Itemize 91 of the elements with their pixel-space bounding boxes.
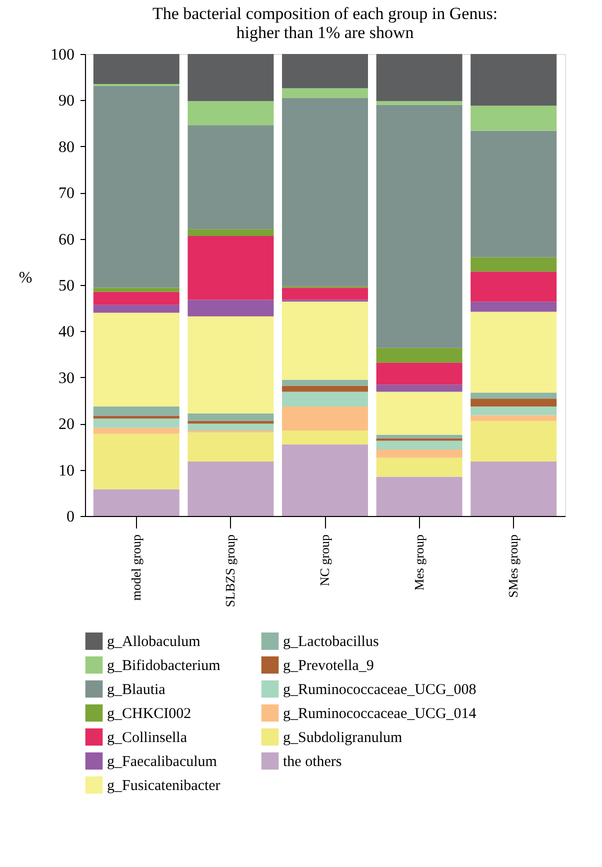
bar [470, 420, 557, 462]
bar [93, 434, 180, 490]
bar [470, 302, 557, 312]
y-tick-label: 60 [58, 231, 74, 248]
bar [470, 130, 557, 258]
bar [282, 392, 368, 407]
bar [376, 476, 462, 516]
bar [93, 428, 180, 434]
x-tick-label: Mes group [411, 534, 426, 590]
bar [188, 101, 274, 126]
bar [93, 416, 180, 419]
x-tick-label: SLBZS group [222, 534, 238, 608]
legend-label: g_Blautia [107, 682, 166, 698]
legend-label: g_Prevotella_9 [283, 658, 374, 674]
bar [470, 415, 557, 421]
bar [376, 449, 462, 458]
bar [93, 418, 180, 428]
bar [93, 489, 180, 516]
bar [93, 406, 180, 416]
y-tick-label: 80 [58, 138, 74, 156]
y-tick-label: 50 [58, 278, 74, 294]
bar [93, 54, 180, 84]
bar [188, 424, 274, 431]
bar [282, 54, 368, 88]
bar [188, 461, 274, 516]
bar [376, 104, 462, 348]
y-tick-label: 100 [50, 46, 74, 64]
bar [282, 386, 368, 392]
bar [188, 236, 274, 300]
bar [282, 406, 368, 431]
y-tick-label: 70 [58, 185, 74, 202]
bar [282, 430, 368, 444]
bar [470, 257, 557, 272]
x-tick-label: model group [128, 534, 144, 601]
bar [376, 440, 462, 450]
bar [188, 229, 274, 236]
bar [282, 380, 368, 386]
legend-label: g_CHKCI002 [107, 706, 192, 722]
bar [282, 88, 368, 98]
bar [282, 98, 368, 286]
bar [470, 54, 557, 106]
x-tick-label: NC group [317, 534, 332, 586]
legend-label: g_Ruminococcaceae_UCG_008 [283, 682, 476, 698]
bar [93, 288, 180, 292]
y-tick-label: 0 [66, 508, 74, 526]
bar [470, 272, 557, 302]
legend-label: g_Lactobacillus [283, 634, 379, 650]
bar [93, 292, 180, 305]
bar [376, 434, 462, 438]
bar [188, 316, 274, 414]
bar [376, 101, 462, 105]
bar [93, 86, 180, 288]
bar [376, 458, 462, 477]
bar [470, 106, 557, 131]
bar [93, 304, 180, 313]
bar [188, 125, 274, 230]
bar [376, 362, 462, 385]
legend-label: g_Fusicatenibacter [107, 778, 220, 794]
legend-label: g_Bifidobacterium [107, 658, 221, 674]
bar [188, 300, 274, 316]
bar [188, 432, 274, 462]
bar [282, 444, 368, 516]
bar [93, 312, 180, 407]
bar [188, 54, 274, 102]
bar [376, 384, 462, 392]
bar [470, 312, 557, 393]
bar [470, 406, 557, 416]
legend-label: g_Ruminococcaceae_UCG_014 [283, 706, 477, 722]
bar [282, 302, 368, 380]
y-axis-title: % [18, 270, 32, 286]
bar [376, 392, 462, 435]
legend-label: g_Faecalibaculum [107, 754, 218, 770]
bar [470, 392, 557, 399]
x-tick-label: SMes group [506, 534, 521, 598]
y-tick-label: 90 [58, 92, 74, 110]
bar [188, 413, 274, 421]
legend-label: g_Subdoligranulum [283, 730, 402, 746]
legend-label: g_Collinsella [107, 730, 188, 746]
bar [376, 348, 462, 363]
bar [376, 54, 462, 102]
y-tick-label: 40 [58, 324, 74, 341]
chart-title: The bacterial composition of each group in Genus: higher than 1% are shown [152, 4, 498, 42]
legend-label: g_Allobaculum [107, 634, 201, 650]
bar [470, 398, 557, 407]
bar [188, 420, 274, 424]
legend-label: the others [283, 754, 342, 770]
y-tick-label: 20 [58, 416, 74, 434]
y-tick-label: 10 [58, 462, 74, 480]
bar [470, 461, 557, 516]
y-tick-label: 30 [58, 370, 74, 387]
bar [282, 288, 368, 300]
